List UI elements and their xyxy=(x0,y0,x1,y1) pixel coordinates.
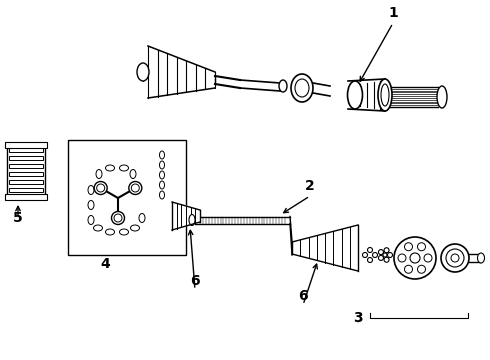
Ellipse shape xyxy=(388,252,392,257)
Text: 2: 2 xyxy=(305,179,315,193)
Bar xyxy=(9,164,43,168)
Bar xyxy=(9,188,43,193)
Ellipse shape xyxy=(368,257,372,262)
Bar xyxy=(5,142,47,148)
Ellipse shape xyxy=(383,253,387,257)
Ellipse shape xyxy=(347,81,363,109)
Ellipse shape xyxy=(137,63,149,81)
Text: 4: 4 xyxy=(100,257,110,271)
Ellipse shape xyxy=(378,249,384,255)
Bar xyxy=(7,146,45,196)
Ellipse shape xyxy=(477,253,485,263)
Ellipse shape xyxy=(112,211,124,225)
Ellipse shape xyxy=(129,181,142,194)
Polygon shape xyxy=(172,202,200,230)
Text: 3: 3 xyxy=(353,311,363,325)
Bar xyxy=(9,180,43,184)
Text: 5: 5 xyxy=(13,211,23,225)
Bar xyxy=(9,172,43,176)
Ellipse shape xyxy=(189,215,195,225)
Ellipse shape xyxy=(94,181,107,194)
Ellipse shape xyxy=(279,80,287,92)
Ellipse shape xyxy=(437,86,447,108)
Text: 1: 1 xyxy=(388,6,398,20)
Ellipse shape xyxy=(378,256,384,260)
Bar xyxy=(9,156,43,161)
Text: 6: 6 xyxy=(298,289,308,303)
Ellipse shape xyxy=(291,74,313,102)
Polygon shape xyxy=(292,225,358,271)
Bar xyxy=(5,194,47,200)
Text: 6: 6 xyxy=(190,274,200,288)
Ellipse shape xyxy=(394,237,436,279)
Ellipse shape xyxy=(384,248,389,253)
Ellipse shape xyxy=(372,252,377,257)
Ellipse shape xyxy=(363,252,368,257)
Ellipse shape xyxy=(441,244,469,272)
Ellipse shape xyxy=(378,79,392,111)
Ellipse shape xyxy=(368,248,372,252)
Bar xyxy=(68,140,186,255)
Polygon shape xyxy=(148,46,215,98)
Bar xyxy=(9,148,43,152)
Ellipse shape xyxy=(384,257,389,262)
